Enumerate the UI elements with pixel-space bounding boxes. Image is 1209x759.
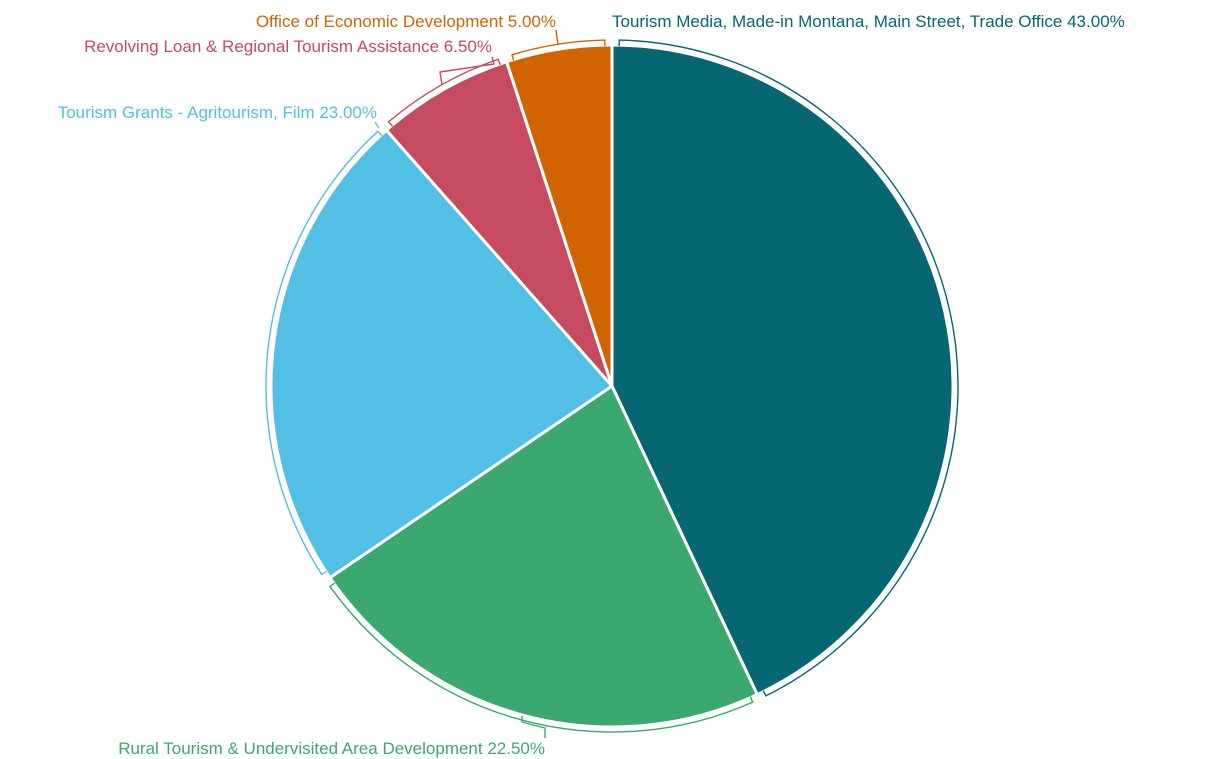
label-tourism-grants: Tourism Grants - Agritourism, Film 23.00…: [58, 103, 377, 122]
bracket-tourism-media-made-in-montana-main-street-trade-office: [618, 39, 959, 697]
pie-slice-office-of-economic-development: [505, 43, 614, 388]
pie-slices: [269, 43, 955, 729]
leader-rural-tourism-undervisited-area-development: [521, 716, 546, 738]
bracket-revolving-loan-regional-tourism-assistance: [387, 58, 501, 127]
bracket-rural-tourism-undervisited-area-development: [328, 582, 754, 733]
label-rural-tourism: Rural Tourism & Undervisited Area Develo…: [118, 739, 545, 758]
label-brackets: [265, 29, 959, 738]
leader-office-of-economic-development: [555, 29, 559, 46]
leader-revolving-loan-regional-tourism-assistance: [439, 56, 495, 86]
pie-slice-tourism-media-made-in-montana-main-street-trade-office: [610, 43, 955, 697]
pie-slice-revolving-loan-regional-tourism-assistance: [384, 60, 614, 388]
leader-tourism-grants-agritourism-film: [374, 121, 380, 129]
label-office-economic-development: Office of Economic Development 5.00%: [256, 12, 556, 31]
pie-slice-tourism-grants-agritourism-film: [269, 128, 614, 580]
label-revolving-loan: Revolving Loan & Regional Tourism Assist…: [84, 37, 492, 56]
label-tourism-media: Tourism Media, Made-in Montana, Main Str…: [612, 12, 1125, 31]
pie-slice-rural-tourism-undervisited-area-development: [328, 384, 759, 729]
bracket-tourism-grants-agritourism-film: [265, 130, 383, 576]
